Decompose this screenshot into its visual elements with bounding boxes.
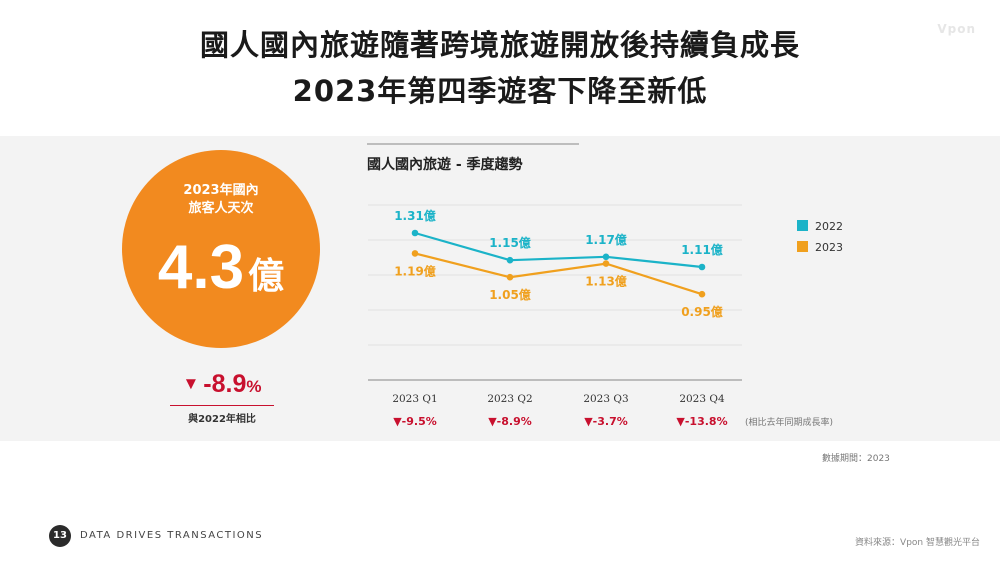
- data-label-2022-1: 1.15億: [489, 235, 531, 250]
- data-label-2023-0: 1.19億: [394, 263, 436, 278]
- data-label-2023-3: 0.95億: [681, 304, 723, 319]
- point-2023-3: [698, 290, 706, 298]
- data-label-2022-3: 1.11億: [681, 242, 723, 257]
- data-source: 資料來源：Vpon 智慧觀光平台: [855, 538, 980, 548]
- kpi-caption-line1: 2023年國內: [183, 183, 259, 198]
- growth-label-0: ▼-9.5%: [393, 415, 437, 428]
- down-arrow-icon: ▼: [182, 374, 200, 393]
- data-period: 數據期間：2023: [822, 454, 890, 464]
- data-label-2022-0: 1.31億: [394, 208, 436, 223]
- kpi-circle: 2023年國內 旅客人天次 4.3 億: [122, 150, 320, 348]
- point-2022-0: [411, 229, 419, 237]
- series-line-2023: [414, 252, 703, 296]
- page-title: 國人國內旅遊隨著跨境旅遊開放後持續負成長: [199, 28, 800, 62]
- growth-label-1: ▼-8.9%: [488, 415, 532, 428]
- point-2023-1: [506, 273, 514, 281]
- x-tick-label-3: 2023 Q4: [679, 393, 725, 405]
- growth-note: (相比去年同期成長率): [745, 418, 834, 428]
- kpi-delta-caption: 與2022年相比: [188, 414, 256, 425]
- series-line-2022: [414, 231, 703, 269]
- kpi-delta: ▼ -8.9%: [160, 370, 284, 399]
- page-number: 13: [49, 525, 71, 547]
- legend-swatch-2022: [797, 220, 808, 231]
- kpi-delta-value: -8.9: [203, 370, 247, 398]
- data-label-2023-1: 1.05億: [489, 287, 531, 302]
- kpi-unit: 億: [248, 256, 285, 297]
- x-tick-label-1: 2023 Q2: [487, 393, 532, 405]
- kpi-value-group: 4.3 億: [122, 232, 320, 303]
- kpi-caption: 2023年國內 旅客人天次: [122, 182, 320, 218]
- watermark-logo: Vpon: [937, 22, 976, 36]
- point-2023-2: [602, 260, 610, 267]
- point-2022-2: [602, 253, 610, 261]
- growth-label-3: ▼-13.8%: [676, 415, 727, 428]
- kpi-delta-pct: %: [246, 377, 262, 396]
- chart-title-rule: [367, 143, 579, 145]
- data-label-2023-2: 1.13億: [585, 274, 627, 289]
- legend-swatch-2023: [797, 241, 808, 252]
- point-2023-0: [411, 250, 419, 257]
- data-label-2022-2: 1.17億: [585, 232, 627, 247]
- x-tick-label-2: 2023 Q3: [583, 393, 628, 405]
- point-2022-3: [698, 263, 706, 271]
- point-2022-1: [506, 256, 514, 264]
- legend-label-2023: 2023: [815, 241, 843, 254]
- page-subtitle: 2023年第四季遊客下降至新低: [292, 74, 708, 108]
- chart-title: 國人國內旅遊 - 季度趨勢: [367, 157, 523, 173]
- legend-label-2022: 2022: [815, 220, 843, 233]
- growth-label-2: ▼-3.7%: [584, 415, 628, 428]
- kpi-caption-line2: 旅客人天次: [188, 201, 254, 216]
- footer-tagline: DATA DRIVES TRANSACTIONS: [80, 530, 264, 541]
- kpi-delta-divider: [170, 405, 274, 406]
- kpi-value: 4.3: [157, 233, 245, 302]
- x-tick-label-0: 2023 Q1: [392, 393, 437, 405]
